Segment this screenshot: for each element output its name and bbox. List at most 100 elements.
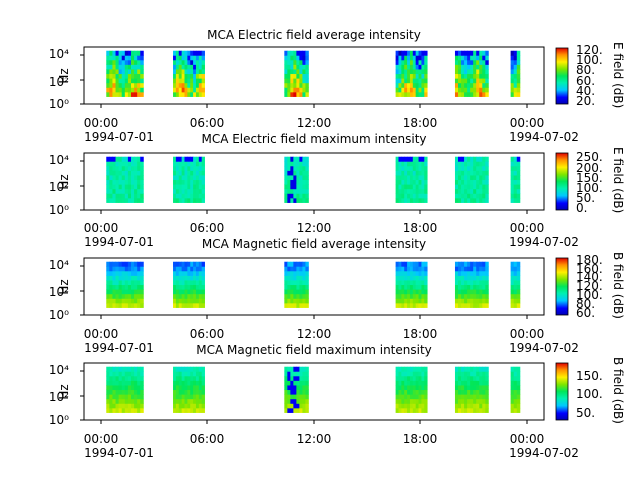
heatmap-cell [106, 91, 110, 97]
heatmap-cell [296, 179, 300, 185]
heatmap-cell [173, 385, 177, 391]
heatmap-cell [112, 179, 116, 185]
heatmap-cell [464, 266, 468, 272]
heatmap-cell [184, 380, 188, 386]
heatmap-cell [121, 156, 126, 162]
heatmap-cell [473, 398, 477, 404]
heatmap-cell [130, 375, 135, 381]
heatmap-cell [467, 87, 471, 93]
heatmap-cell [130, 175, 135, 181]
heatmap-cell [412, 385, 417, 391]
heatmap-cell [409, 371, 414, 377]
panel-0-ytick-2: 10⁴ [49, 47, 69, 61]
heatmap-cell [181, 375, 185, 381]
heatmap-cell [109, 64, 113, 70]
heatmap-cell [513, 50, 518, 56]
heatmap-cell [470, 197, 474, 203]
heatmap-cell [140, 398, 144, 404]
heatmap-cell [482, 302, 486, 308]
heatmap-cell [118, 59, 123, 65]
heatmap-cell [293, 389, 297, 395]
heatmap-cell [181, 188, 185, 194]
heatmap-cell [407, 266, 411, 272]
heatmap-cell [461, 165, 465, 171]
heatmap-cell [415, 275, 419, 281]
heatmap-cell [195, 91, 200, 97]
heatmap-cell [121, 161, 126, 167]
heatmap-cell [305, 394, 309, 400]
heatmap-cell [458, 64, 462, 70]
heatmap-cell [299, 188, 303, 194]
heatmap-cell [418, 371, 422, 377]
heatmap-cell [178, 161, 183, 167]
heatmap-cell [418, 78, 422, 84]
heatmap-cell [140, 280, 144, 286]
heatmap-cell [395, 385, 399, 391]
heatmap-cell [109, 50, 113, 56]
heatmap-cell [407, 302, 411, 308]
heatmap-cell [415, 284, 419, 290]
heatmap-cell [127, 371, 132, 377]
heatmap-cell [198, 175, 203, 181]
heatmap-cell [198, 197, 203, 203]
heatmap-cell [198, 161, 203, 167]
heatmap-cell [181, 389, 185, 395]
heatmap-cell [302, 82, 306, 88]
heatmap-cell [130, 289, 135, 295]
panel-3-colorbar: 50. 100. 150. B field (dB) [555, 357, 625, 424]
heatmap-cell [287, 266, 291, 272]
heatmap-cell [467, 375, 471, 381]
heatmap-cell [424, 78, 428, 84]
heatmap-cell [201, 87, 205, 93]
heatmap-cell [290, 403, 294, 409]
heatmap-cell [415, 156, 419, 162]
heatmap-cell [193, 394, 197, 400]
heatmap-cell [467, 380, 471, 386]
heatmap-cell [415, 266, 419, 272]
heatmap-cell [181, 371, 185, 377]
heatmap-cell [395, 293, 399, 299]
heatmap-cell [175, 284, 180, 290]
heatmap-cell [112, 385, 116, 391]
heatmap-cell [482, 64, 486, 70]
heatmap-cell [106, 156, 110, 162]
heatmap-cell [112, 394, 116, 400]
heatmap-cell [421, 366, 425, 372]
heatmap-cell [424, 371, 428, 377]
heatmap-cell [118, 302, 123, 308]
heatmap-cell [198, 50, 203, 56]
heatmap-cell [187, 82, 191, 88]
heatmap-cell [181, 394, 185, 400]
heatmap-cell [124, 193, 129, 199]
heatmap-cell [201, 165, 205, 171]
heatmap-cell [137, 266, 141, 272]
heatmap-cell [134, 284, 138, 290]
heatmap-cell [195, 59, 200, 65]
heatmap-cell [287, 59, 291, 65]
heatmap-cell [201, 161, 205, 167]
heatmap-cell [296, 389, 300, 395]
heatmap-cell [458, 170, 462, 176]
heatmap-cell [175, 302, 180, 308]
heatmap-cell [290, 59, 294, 65]
heatmap-cell [473, 91, 477, 97]
heatmap-cell [184, 179, 188, 185]
heatmap-cell [412, 184, 417, 190]
heatmap-cell [195, 161, 200, 167]
heatmap-cell [127, 73, 132, 79]
heatmap-cell [198, 371, 203, 377]
heatmap-cell [409, 270, 414, 276]
heatmap-cell [467, 302, 471, 308]
heatmap-cell [412, 170, 417, 176]
heatmap-cell [173, 161, 177, 167]
heatmap-cell [421, 398, 425, 404]
heatmap-cell [109, 188, 113, 194]
heatmap-cell [173, 69, 177, 75]
heatmap-cell [464, 156, 468, 162]
panel-0-x-ticks: 00:00 06:00 12:00 18:00 00:00 1994-07-01… [84, 104, 579, 144]
heatmap-cell [112, 366, 116, 372]
heatmap-cell [187, 394, 191, 400]
heatmap-cell [421, 59, 425, 65]
heatmap-cell [485, 179, 489, 185]
heatmap-cell [127, 298, 132, 304]
